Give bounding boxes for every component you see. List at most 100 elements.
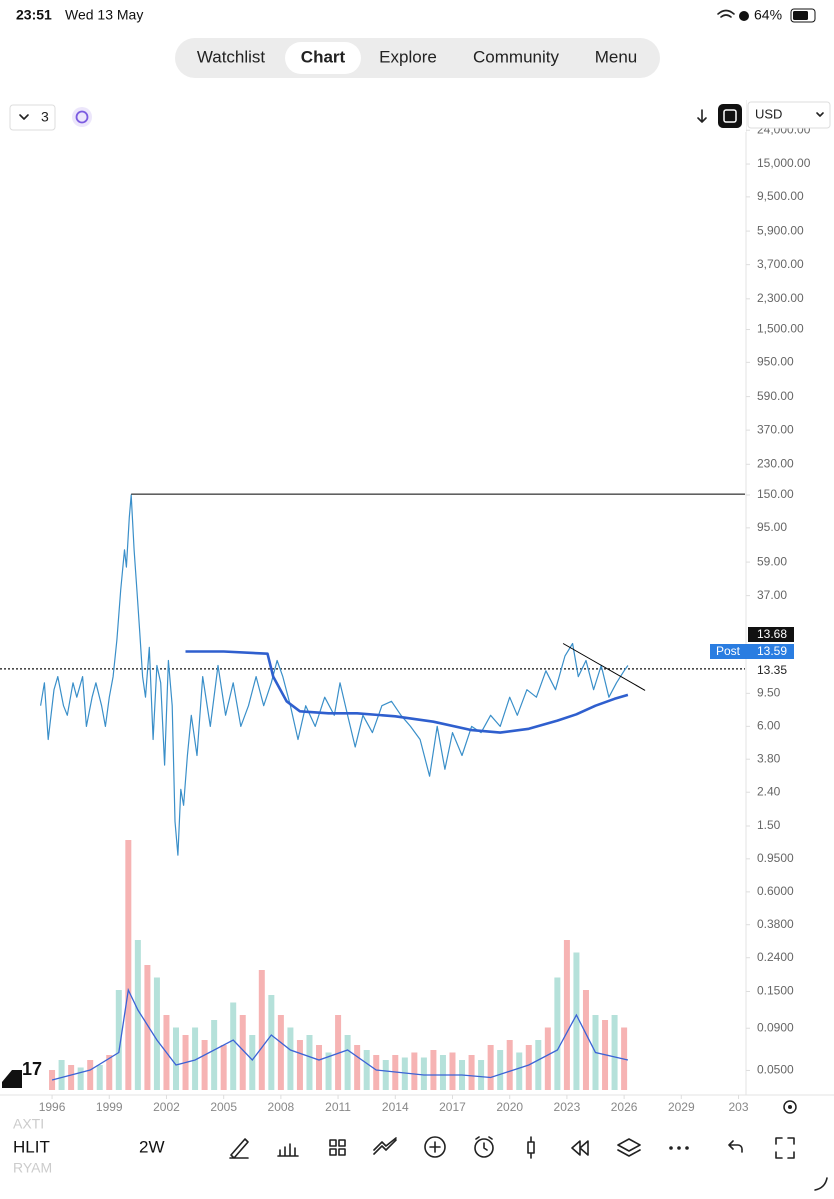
- volume-bar: [373, 1055, 380, 1090]
- y-tick-label: 3.80: [757, 751, 781, 765]
- compare-icon[interactable]: [373, 1137, 397, 1155]
- alert-icon[interactable]: [474, 1138, 494, 1158]
- last-price: 13.68: [757, 627, 787, 641]
- tab[interactable]: Menu: [595, 47, 638, 66]
- x-tick-label: 2014: [382, 1100, 409, 1114]
- volume-bar: [134, 940, 141, 1090]
- volume-bar: [68, 1065, 75, 1090]
- sync-icon: [75, 110, 89, 124]
- volume-bar: [420, 1057, 427, 1090]
- y-tick-label: 0.1500: [757, 984, 794, 998]
- indicators-icon[interactable]: [277, 1143, 299, 1157]
- volume-bar: [230, 1002, 237, 1090]
- post-price: 13.59: [757, 644, 787, 658]
- add-icon[interactable]: [424, 1136, 446, 1158]
- y-tick-label: 1.50: [757, 818, 781, 832]
- undo-icon[interactable]: [728, 1140, 743, 1153]
- y-tick-label: 3,700.00: [757, 257, 804, 271]
- y-tick-label: 370.00: [757, 422, 794, 436]
- volume-bar: [201, 1040, 208, 1090]
- y-tick-label: 37.00: [757, 588, 787, 602]
- download-icon[interactable]: [697, 109, 707, 123]
- y-tick-label: 0.2400: [757, 950, 794, 964]
- previous-symbol[interactable]: AXTI: [13, 1116, 44, 1132]
- volume-bar: [77, 1067, 84, 1090]
- chevron-icon: [816, 112, 824, 117]
- volume-bar: [306, 1035, 313, 1090]
- volume-bar: [487, 1045, 494, 1090]
- volume-bar: [58, 1060, 65, 1090]
- expand-icon[interactable]: [775, 1137, 795, 1159]
- volume-bar: [153, 977, 160, 1090]
- volume-bar: [49, 1070, 56, 1090]
- volume-bar: [268, 995, 275, 1090]
- volume-bar: [192, 1027, 199, 1090]
- y-tick-label: 1,500.00: [757, 322, 804, 336]
- volume-bar: [144, 965, 151, 1090]
- post-label: Post: [716, 644, 741, 658]
- y-tick-label: 0.3800: [757, 917, 794, 931]
- settings-icon[interactable]: [783, 1100, 797, 1114]
- replay-icon[interactable]: [571, 1140, 589, 1156]
- volume-bar: [525, 1045, 532, 1090]
- volume-bar: [573, 952, 580, 1090]
- volume-bar: [363, 1050, 370, 1090]
- y-tick-label: 6.00: [757, 719, 781, 733]
- volume-bar: [344, 1035, 351, 1090]
- x-tick-label: 2029: [668, 1100, 695, 1114]
- next-symbol[interactable]: RYAM: [13, 1160, 52, 1176]
- symbol[interactable]: HLIT: [13, 1137, 50, 1156]
- volume-bar: [325, 1052, 332, 1090]
- tab[interactable]: Community: [473, 47, 559, 66]
- volume-bar: [258, 970, 265, 1090]
- volume-bar: [87, 1060, 94, 1090]
- templates-icon[interactable]: [329, 1139, 346, 1156]
- currency-select[interactable]: [747, 101, 831, 129]
- tab[interactable]: Chart: [301, 47, 346, 66]
- volume-bar: [497, 1050, 504, 1090]
- y-tick-label: 15,000.00: [757, 156, 811, 170]
- fullscreen-icon: [723, 109, 737, 123]
- volume-bar: [115, 990, 122, 1090]
- last-price-box: [748, 627, 794, 642]
- chevron-icon: [19, 114, 29, 120]
- volume-bar: [544, 1027, 551, 1090]
- volume-bar: [516, 1052, 523, 1090]
- y-tick-label: 2,300.00: [757, 291, 804, 305]
- y-tick-label: 5,900.00: [757, 223, 804, 237]
- svg-text:17: 17: [22, 1059, 42, 1079]
- x-tick-label: 2002: [153, 1100, 180, 1114]
- layers-icon[interactable]: [617, 1138, 641, 1157]
- resize-handle: [814, 1177, 828, 1191]
- volume-bar: [106, 1055, 113, 1090]
- interval[interactable]: 2W: [139, 1137, 165, 1156]
- x-tick-label: 2020: [496, 1100, 523, 1114]
- volume-bar: [401, 1057, 408, 1090]
- tab[interactable]: Explore: [379, 47, 437, 66]
- logo: 17: [2, 1059, 42, 1088]
- x-tick-label: 2008: [268, 1100, 295, 1114]
- y-tick-label: 9.50: [757, 686, 781, 700]
- sync-button[interactable]: [72, 107, 92, 127]
- layout-button[interactable]: [9, 104, 56, 131]
- toolbar-icons: [229, 1136, 828, 1191]
- currency: USD: [755, 106, 782, 121]
- toolbar-bg: [0, 100, 746, 132]
- price-series: [185, 650, 629, 734]
- draw-icon[interactable]: [229, 1138, 249, 1159]
- y-tick-label: 95.00: [757, 520, 787, 534]
- volume-bar: [611, 1015, 618, 1090]
- candles-icon[interactable]: [527, 1136, 535, 1159]
- volume-average: [51, 987, 629, 1081]
- volume-bar: [249, 1035, 256, 1090]
- volume-bar: [535, 1040, 542, 1090]
- y-tick-label: 0.0500: [757, 1063, 794, 1077]
- tab[interactable]: Watchlist: [197, 47, 266, 66]
- y-tick-label: 59.00: [757, 554, 787, 568]
- x-tick-label: 1999: [96, 1100, 123, 1114]
- price-pane: [0, 493, 745, 856]
- y-tick-label: 0.6000: [757, 884, 794, 898]
- more-icon[interactable]: [669, 1146, 673, 1150]
- y-tick-label: 590.00: [757, 389, 794, 403]
- fullscreen-button[interactable]: [718, 104, 742, 128]
